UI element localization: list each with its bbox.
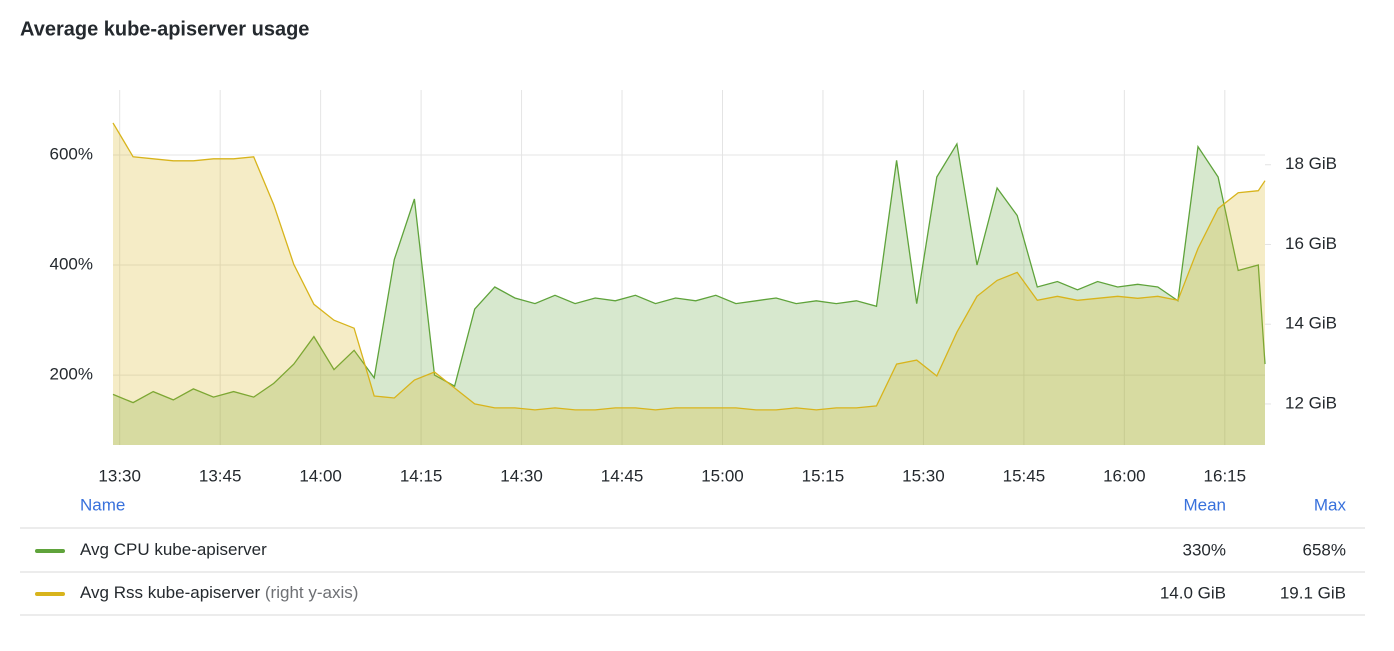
legend-name: Avg CPU kube-apiserver xyxy=(80,540,267,559)
legend-mean: 330% xyxy=(1183,540,1226,559)
legend-mean: 14.0 GiB xyxy=(1160,583,1226,602)
x-tick-label: 14:00 xyxy=(299,466,342,485)
y2-tick-label: 18 GiB xyxy=(1285,154,1337,173)
x-tick-label: 13:30 xyxy=(98,466,141,485)
legend-name: Avg Rss kube-apiserver xyxy=(80,583,260,602)
x-tick-label: 16:15 xyxy=(1204,466,1247,485)
legend-label: Avg CPU kube-apiserver xyxy=(80,540,267,559)
legend-header: Max xyxy=(1314,495,1347,514)
y2-tick-label: 16 GiB xyxy=(1285,234,1337,253)
legend-max: 19.1 GiB xyxy=(1280,583,1346,602)
legend-label: Avg Rss kube-apiserver (right y-axis) xyxy=(80,583,358,602)
x-tick-label: 14:45 xyxy=(601,466,644,485)
legend-header: Name xyxy=(80,495,125,514)
y2-tick-label: 12 GiB xyxy=(1285,393,1337,412)
x-tick-label: 14:15 xyxy=(400,466,443,485)
series-line xyxy=(112,142,1266,404)
y2-tick-label: 14 GiB xyxy=(1285,314,1337,333)
x-tick-label: 15:30 xyxy=(902,466,945,485)
series-line xyxy=(112,122,1266,411)
series-area xyxy=(113,122,1265,446)
y-tick-label: 600% xyxy=(50,144,93,163)
legend-header: Mean xyxy=(1183,495,1226,514)
series-area xyxy=(113,143,1265,445)
chart-title: Average kube-apiserver usage xyxy=(20,18,309,40)
x-tick-label: 13:45 xyxy=(199,466,242,485)
x-tick-label: 16:00 xyxy=(1103,466,1146,485)
x-tick-label: 15:15 xyxy=(802,466,845,485)
legend-max: 658% xyxy=(1303,540,1346,559)
y-tick-label: 200% xyxy=(50,365,93,384)
legend-axis-note: (right y-axis) xyxy=(265,583,359,602)
y-tick-label: 400% xyxy=(50,255,93,274)
x-tick-label: 14:30 xyxy=(500,466,543,485)
x-tick-label: 15:45 xyxy=(1003,466,1046,485)
x-tick-label: 15:00 xyxy=(701,466,744,485)
